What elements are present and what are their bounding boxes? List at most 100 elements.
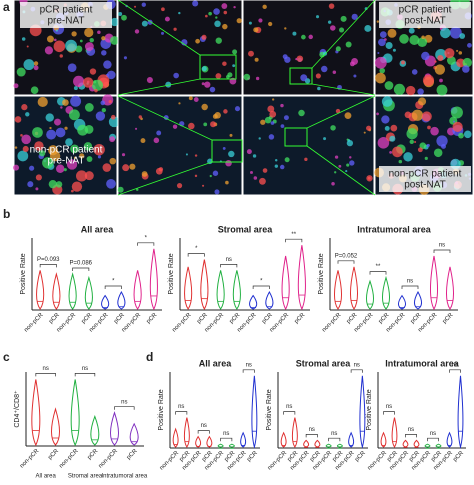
caption: pCR patient <box>399 5 452 16</box>
cell <box>327 20 332 24</box>
x-tick-label: non-pCR <box>19 448 41 470</box>
significance-bracket <box>305 434 318 438</box>
subplot-title: Intratumoral area <box>385 358 460 368</box>
significance-bracket <box>39 264 57 268</box>
cell <box>284 157 290 163</box>
x-tick-label: pCR <box>113 312 126 325</box>
x-tick-label: non-pCR <box>171 312 193 334</box>
cell <box>280 124 285 129</box>
cell <box>421 51 430 61</box>
group-label: Intratumoral area <box>101 474 147 480</box>
zoom-connector <box>117 95 213 141</box>
cell <box>110 36 119 45</box>
cell <box>351 13 358 20</box>
cell <box>138 115 142 119</box>
cell <box>212 170 219 176</box>
significance-bracket <box>350 369 363 373</box>
cell <box>164 16 170 22</box>
x-tick-label: pCR <box>410 312 423 325</box>
cell <box>32 127 43 138</box>
cell <box>49 126 52 130</box>
significance-bracket <box>383 411 395 415</box>
cell <box>436 84 448 96</box>
cell <box>262 4 267 10</box>
cell <box>82 77 94 88</box>
cell <box>321 65 328 73</box>
x-tick-label: non-pCR <box>321 312 343 334</box>
cell <box>202 184 205 187</box>
cell <box>213 8 220 15</box>
cell <box>268 21 273 27</box>
cell <box>334 171 337 174</box>
cell <box>68 109 80 121</box>
cell <box>222 147 226 150</box>
significance-label: ns <box>201 423 207 429</box>
cell <box>379 67 386 74</box>
violin <box>200 259 209 310</box>
violin <box>280 431 287 448</box>
violin <box>359 375 366 449</box>
cell <box>439 78 443 83</box>
cell <box>338 164 342 168</box>
cell <box>243 73 251 81</box>
cell <box>390 124 398 132</box>
cell <box>295 58 298 61</box>
violin <box>232 270 241 310</box>
cell <box>146 77 153 84</box>
cell <box>427 125 431 130</box>
cell <box>284 27 287 30</box>
violin <box>314 439 321 448</box>
violin <box>265 290 274 310</box>
cell <box>403 152 413 162</box>
cell <box>422 74 435 86</box>
cell <box>17 150 29 162</box>
cell <box>387 28 397 38</box>
cell <box>376 112 379 116</box>
cell <box>229 133 233 137</box>
cell <box>97 30 101 34</box>
violin <box>413 290 423 310</box>
image-tile <box>117 95 243 196</box>
violin <box>365 279 375 310</box>
cell <box>60 106 63 109</box>
cell <box>46 35 54 43</box>
x-tick-label: pCR <box>87 448 100 461</box>
cell <box>101 36 106 41</box>
significance-bracket <box>369 271 387 275</box>
cell <box>456 58 466 68</box>
cell <box>121 153 126 157</box>
cell <box>417 37 428 48</box>
cell <box>444 48 455 59</box>
cell <box>317 86 321 91</box>
cell <box>65 39 78 52</box>
violin <box>217 443 224 448</box>
subplot-title: Stromal area <box>218 224 274 234</box>
zoom-connector <box>117 161 213 196</box>
caption-bg <box>379 2 471 28</box>
significance-bracket <box>252 285 270 289</box>
cell <box>228 150 235 158</box>
cell <box>304 157 308 162</box>
significance-label: P=0.086 <box>69 261 92 267</box>
violin <box>291 417 298 448</box>
cell <box>330 25 336 31</box>
cell <box>201 66 207 72</box>
significance-bracket <box>35 373 56 377</box>
cell <box>419 142 427 150</box>
cell <box>248 50 254 57</box>
zoom-box <box>284 127 308 147</box>
violin <box>68 272 77 310</box>
cell <box>55 164 65 173</box>
cell <box>253 176 258 180</box>
significance-bracket <box>197 430 210 434</box>
significance-label: ns <box>452 362 458 368</box>
violin <box>149 248 158 311</box>
cell <box>161 31 165 35</box>
violin <box>446 431 453 448</box>
x-tick-label: non-pCR <box>267 450 289 472</box>
cell <box>91 79 104 91</box>
cell <box>134 5 137 8</box>
cell <box>37 96 48 108</box>
significance-label: * <box>112 279 115 285</box>
zoom-connector <box>306 145 376 196</box>
